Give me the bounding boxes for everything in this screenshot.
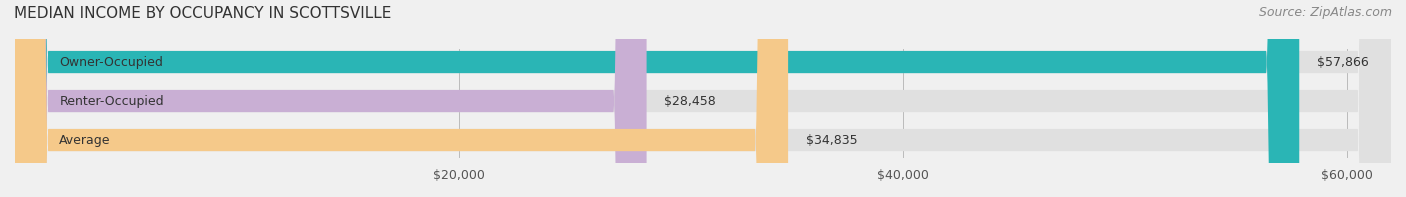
FancyBboxPatch shape <box>15 0 1391 197</box>
Text: Owner-Occupied: Owner-Occupied <box>59 56 163 69</box>
FancyBboxPatch shape <box>15 0 647 197</box>
FancyBboxPatch shape <box>15 0 1391 197</box>
FancyBboxPatch shape <box>15 0 1391 197</box>
Text: $28,458: $28,458 <box>665 95 716 108</box>
Text: Renter-Occupied: Renter-Occupied <box>59 95 165 108</box>
Text: Average: Average <box>59 134 111 147</box>
Text: $57,866: $57,866 <box>1317 56 1369 69</box>
FancyBboxPatch shape <box>15 0 1299 197</box>
FancyBboxPatch shape <box>15 0 789 197</box>
Text: Source: ZipAtlas.com: Source: ZipAtlas.com <box>1258 6 1392 19</box>
Text: $34,835: $34,835 <box>806 134 858 147</box>
Text: MEDIAN INCOME BY OCCUPANCY IN SCOTTSVILLE: MEDIAN INCOME BY OCCUPANCY IN SCOTTSVILL… <box>14 6 391 21</box>
